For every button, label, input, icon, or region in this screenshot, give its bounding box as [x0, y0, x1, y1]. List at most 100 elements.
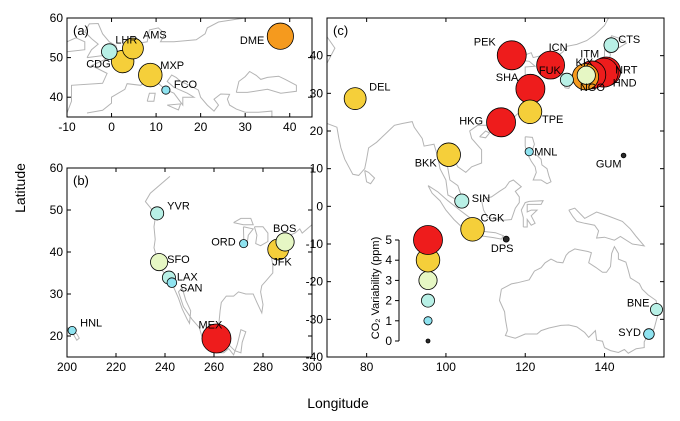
legend-tick-label: 3 — [385, 273, 392, 287]
point-tpe — [517, 99, 543, 124]
point-label-hkg: HKG — [459, 115, 483, 127]
coastline — [479, 130, 491, 139]
x-tick-label: 40 — [283, 120, 297, 134]
point-label-syd: SYD — [618, 327, 641, 339]
x-tick-label: 100 — [436, 360, 456, 374]
data-points — [67, 206, 295, 354]
point-label-bkk: BKK — [415, 158, 438, 170]
point-label-fco: FCO — [174, 79, 198, 91]
point-del — [343, 87, 367, 110]
point-ams — [122, 37, 144, 60]
point-label-gum: GUM — [596, 158, 622, 170]
point-label-dps: DPS — [491, 243, 514, 255]
point-bos — [275, 232, 295, 252]
point-label-mex: MEX — [198, 320, 223, 332]
point-syd — [643, 328, 655, 340]
y-tick-label: 40 — [50, 90, 64, 104]
point-label-ngo: NGO — [580, 82, 606, 94]
y-tick-label: 10 — [310, 162, 324, 176]
coastline — [520, 200, 544, 228]
y-tick-label: -10 — [306, 237, 324, 251]
point-san — [166, 277, 178, 288]
legend-title: CO₂ Variability (ppm) — [370, 237, 382, 339]
point-label-hnl: HNL — [80, 318, 102, 330]
y-tick-label: 20 — [50, 329, 64, 343]
point-cts — [603, 37, 619, 53]
coastlines — [67, 18, 297, 117]
y-tick-label: 60 — [50, 161, 64, 175]
x-tick-label: 200 — [57, 360, 77, 374]
y-tick-label: 60 — [50, 11, 64, 25]
y-tick-label: -30 — [306, 312, 324, 326]
point-hkg — [486, 107, 516, 138]
y-tick-label: 40 — [50, 245, 64, 259]
point-cgk — [460, 217, 485, 242]
legend-swatch — [418, 270, 438, 290]
x-tick-label: 220 — [106, 360, 126, 374]
point-label-cts: CTS — [618, 34, 640, 46]
point-label-sin: SIN — [472, 193, 490, 205]
point-label-cgk: CGK — [481, 212, 506, 224]
x-tick-label: 20 — [194, 120, 208, 134]
x-tick-label: 140 — [595, 360, 615, 374]
y-tick-label: 0 — [316, 199, 323, 213]
legend-swatch — [425, 338, 431, 344]
point-label-yvr: YVR — [167, 200, 190, 212]
point-label-tpe: TPE — [542, 114, 563, 126]
point-bkk — [436, 142, 461, 167]
legend-swatch — [413, 225, 443, 255]
point-label-bne: BNE — [627, 298, 650, 310]
coastline — [498, 245, 659, 354]
panel-a: -10 0 10 20 30 40 40 50 60 (a) DME MXP CDG AMS LHR FCO — [50, 11, 313, 134]
point-label-pek: PEK — [474, 36, 497, 48]
y-tick-label: 50 — [50, 51, 64, 65]
plot-frame — [66, 17, 313, 118]
coastline — [364, 170, 376, 185]
legend-tick-label: 1 — [385, 314, 392, 328]
x-tick-label: 300 — [302, 360, 322, 374]
x-tick-label: -10 — [58, 120, 76, 134]
point-ord — [239, 239, 249, 249]
legend-tick-label: 2 — [385, 294, 392, 308]
coastline — [253, 226, 269, 247]
point-label-lax: LAX — [177, 272, 198, 284]
point-label-del: DEL — [369, 82, 390, 94]
point-sfo — [150, 253, 169, 272]
point-pek — [496, 40, 527, 71]
point-label-nrt: NRT — [615, 64, 638, 76]
coastline — [233, 217, 254, 226]
coastline — [67, 37, 86, 53]
point-label-bos: BOS — [273, 223, 296, 235]
point-label-ord: ORD — [211, 237, 236, 249]
point-label-dme: DME — [240, 35, 264, 47]
coastline — [146, 92, 156, 102]
x-tick-label: 240 — [155, 360, 175, 374]
coastline — [235, 70, 297, 94]
x-tick-label: 80 — [360, 360, 374, 374]
y-tick-label: 20 — [310, 124, 324, 138]
x-tick-label: 30 — [239, 120, 253, 134]
point-label-icn: ICN — [549, 42, 568, 54]
point-mnl — [524, 147, 534, 157]
point-mxp — [138, 62, 163, 88]
x-tick-label: 260 — [204, 360, 224, 374]
point-label-ams: AMS — [143, 29, 167, 41]
y-axis-label: Latitude — [12, 163, 28, 213]
point-label-itm: ITM — [580, 48, 599, 60]
point-sin — [454, 193, 470, 209]
point-label-cdg: CDG — [86, 59, 110, 71]
panel-b: 200 220 240 260 280 300 20 30 40 50 60 (b) MEX JFK BOS… — [50, 161, 323, 374]
y-tick-label: -40 — [306, 350, 324, 364]
point-label-sha: SHA — [496, 72, 519, 84]
y-tick-label: 30 — [50, 287, 64, 301]
plot-frame — [326, 17, 665, 358]
data-points — [101, 22, 294, 95]
coastline — [67, 18, 246, 114]
x-tick-label: 10 — [149, 120, 163, 134]
x-tick-label: 280 — [253, 360, 273, 374]
coastline — [84, 22, 119, 59]
point-label-lhr: LHR — [115, 35, 137, 47]
point-sha — [515, 73, 546, 104]
